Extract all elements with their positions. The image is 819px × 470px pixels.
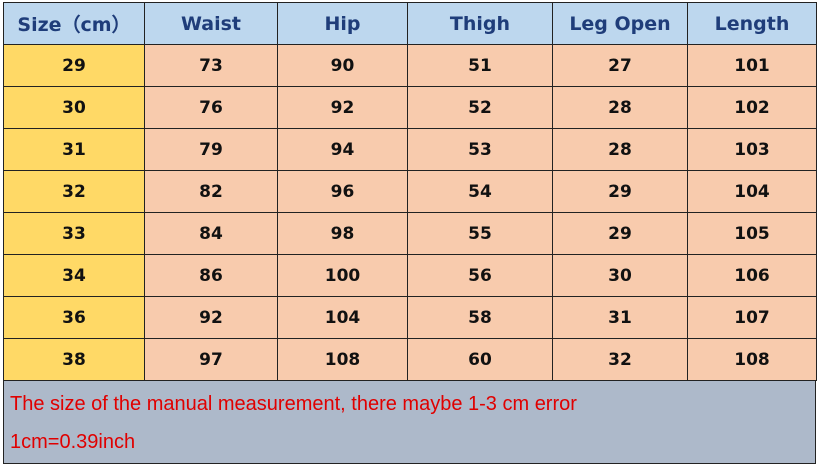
row: 38 97 108 60 32 108	[3, 338, 817, 381]
value-cell: 96	[277, 170, 408, 213]
value-cell: 31	[552, 296, 688, 339]
header-cell: Waist	[144, 2, 278, 45]
value-cell: 28	[552, 86, 688, 129]
value-cell: 58	[407, 296, 553, 339]
value-cell: 108	[687, 338, 817, 381]
header-cell: Leg Open	[552, 2, 688, 45]
value-cell: 28	[552, 128, 688, 171]
value-cell: 98	[277, 212, 408, 255]
value-cell: 27	[552, 44, 688, 87]
header-row: Size（cm） Waist Hip Thigh Leg Open Length	[3, 2, 817, 45]
value-cell: 60	[407, 338, 553, 381]
value-cell: 52	[407, 86, 553, 129]
value-cell: 29	[552, 170, 688, 213]
value-cell: 53	[407, 128, 553, 171]
value-cell: 73	[144, 44, 278, 87]
row: 30 76 92 52 28 102	[3, 86, 817, 129]
value-cell: 30	[552, 254, 688, 297]
row: 31 79 94 53 28 103	[3, 128, 817, 171]
value-cell: 107	[687, 296, 817, 339]
value-cell: 51	[407, 44, 553, 87]
size-cell: 34	[3, 254, 145, 297]
row: 32 82 96 54 29 104	[3, 170, 817, 213]
value-cell: 79	[144, 128, 278, 171]
size-cell: 33	[3, 212, 145, 255]
value-cell: 55	[407, 212, 553, 255]
size-cell: 29	[3, 44, 145, 87]
value-cell: 100	[277, 254, 408, 297]
value-cell: 103	[687, 128, 817, 171]
value-cell: 56	[407, 254, 553, 297]
size-cell: 36	[3, 296, 145, 339]
value-cell: 101	[687, 44, 817, 87]
value-cell: 105	[687, 212, 817, 255]
value-cell: 32	[552, 338, 688, 381]
note: The size of the manual measurement, ther…	[10, 393, 577, 415]
header-cell: Hip	[277, 2, 408, 45]
value-cell: 106	[687, 254, 817, 297]
header-cell: Length	[687, 2, 817, 45]
value-cell: 102	[687, 86, 817, 129]
row: 36 92 104 58 31 107	[3, 296, 817, 339]
row: 33 84 98 55 29 105	[3, 212, 817, 255]
row: 34 86 100 56 30 106	[3, 254, 817, 297]
size-cell: 30	[3, 86, 145, 129]
header-cell: Size（cm）	[3, 2, 145, 45]
size-chart: Size（cm） Waist Hip Thigh Leg Open Length 29 73 9…	[3, 2, 817, 467]
header-cell: Thigh	[407, 2, 553, 45]
value-cell: 104	[687, 170, 817, 213]
value-cell: 86	[144, 254, 278, 297]
size-cell: 31	[3, 128, 145, 171]
value-cell: 97	[144, 338, 278, 381]
table: Size（cm） Waist Hip Thigh Leg Open Length 29 73 9…	[3, 2, 817, 381]
value-cell: 92	[144, 296, 278, 339]
value-cell: 94	[277, 128, 408, 171]
size-cell: 32	[3, 170, 145, 213]
value-cell: 108	[277, 338, 408, 381]
value-cell: 54	[407, 170, 553, 213]
note: 1cm=0.39inch	[10, 431, 136, 453]
notes: The size of the manual measurement, ther…	[3, 381, 816, 464]
value-cell: 104	[277, 296, 408, 339]
size-cell: 38	[3, 338, 145, 381]
value-cell: 76	[144, 86, 278, 129]
value-cell: 84	[144, 212, 278, 255]
value-cell: 29	[552, 212, 688, 255]
row: 29 73 90 51 27 101	[3, 44, 817, 87]
value-cell: 82	[144, 170, 278, 213]
value-cell: 90	[277, 44, 408, 87]
value-cell: 92	[277, 86, 408, 129]
